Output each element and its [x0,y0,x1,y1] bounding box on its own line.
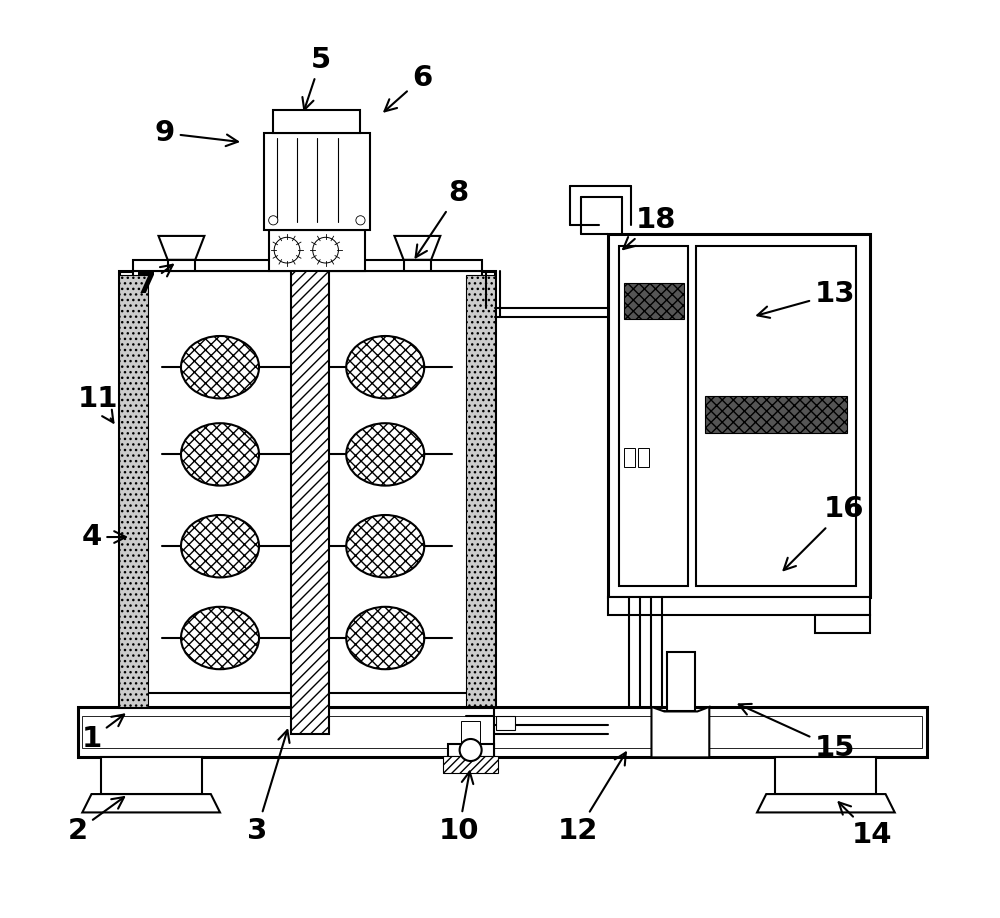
Text: 10: 10 [438,771,479,845]
Bar [619,246,688,586]
Bar [443,756,498,773]
Text: 2: 2 [68,797,124,845]
Text: 3: 3 [247,730,290,845]
Bar [273,110,360,133]
Bar [133,271,482,693]
Text: 13: 13 [757,280,855,318]
Bar [696,246,856,586]
Text: 18: 18 [623,207,676,249]
Bar [119,275,148,707]
Polygon shape [82,794,220,812]
Bar [667,652,695,711]
Bar [496,716,515,730]
Bar [78,707,927,757]
Polygon shape [159,236,204,260]
Bar [624,449,635,466]
Bar [638,449,649,466]
Bar [291,236,329,734]
Text: 15: 15 [739,704,855,762]
Polygon shape [651,707,709,757]
Text: 11: 11 [78,386,118,422]
Polygon shape [757,794,895,812]
Ellipse shape [346,607,424,669]
Text: 4: 4 [81,523,126,551]
Ellipse shape [346,336,424,398]
Ellipse shape [181,336,259,398]
Text: 8: 8 [416,179,469,257]
Text: 14: 14 [839,802,892,849]
Text: 9: 9 [155,119,238,147]
Bar [269,230,365,271]
Polygon shape [101,757,202,794]
Bar [608,234,870,597]
Text: 5: 5 [302,46,331,110]
Bar [624,283,684,319]
Circle shape [313,238,338,263]
Circle shape [356,216,365,225]
Polygon shape [775,757,876,794]
Bar [461,721,480,744]
Bar [705,397,847,433]
Bar [466,275,495,707]
Bar [264,133,370,230]
Circle shape [460,739,482,761]
Bar [608,597,870,615]
Polygon shape [394,236,440,260]
Bar [82,716,922,748]
Ellipse shape [346,515,424,577]
Text: 16: 16 [784,496,864,570]
Text: 7: 7 [136,264,173,298]
Bar [133,260,482,271]
Bar [815,615,870,633]
Bar [119,271,495,707]
Ellipse shape [346,423,424,486]
Ellipse shape [181,607,259,669]
Circle shape [269,216,278,225]
Ellipse shape [181,423,259,486]
Text: 6: 6 [384,64,432,111]
Ellipse shape [181,515,259,577]
Text: 12: 12 [558,753,626,845]
Bar [448,744,494,757]
Circle shape [274,238,300,263]
Text: 1: 1 [81,714,124,753]
